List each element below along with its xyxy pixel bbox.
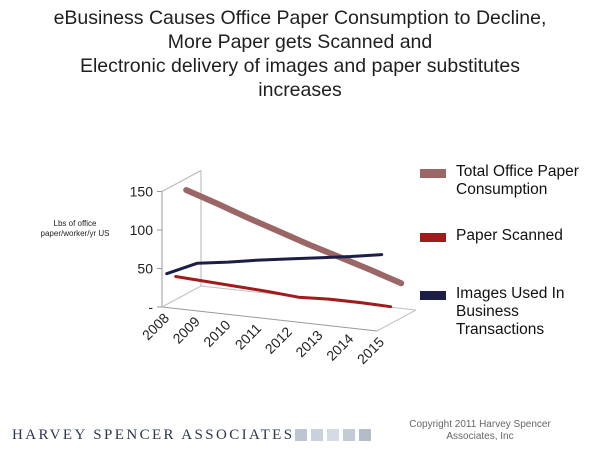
data-point	[277, 230, 279, 232]
title-line: Electronic delivery of images and paper …	[79, 55, 521, 77]
data-point	[236, 285, 238, 288]
legend-swatch	[420, 233, 446, 242]
title-line: increases	[258, 79, 342, 101]
legend-swatch	[420, 169, 446, 178]
y-tick-label: 100	[130, 222, 154, 238]
x-tick-label: 2010	[200, 317, 233, 350]
legend-label: Total Office Paper Consumption	[456, 163, 579, 198]
y-tick-label: 150	[130, 184, 154, 200]
brand-square	[343, 429, 355, 441]
brand-square	[311, 429, 323, 441]
x-tick-label: 2011	[232, 320, 265, 353]
data-point	[258, 259, 260, 261]
data-point	[308, 244, 310, 246]
legend-label: Images Used In Business Transactions	[456, 285, 565, 338]
data-point	[205, 280, 207, 283]
legend-item-images-used: Images Used In Business Transactions	[420, 285, 596, 339]
legend-swatch	[420, 291, 446, 300]
series-line-0	[183, 187, 405, 287]
data-point	[267, 290, 269, 293]
data-point	[166, 273, 168, 275]
chart-title: eBusiness Causes Office Paper Consumptio…	[0, 6, 600, 102]
brand-square	[295, 429, 307, 441]
x-tick-label: 2012	[262, 323, 295, 356]
data-point	[350, 255, 352, 258]
data-point	[247, 217, 249, 219]
brand-square	[359, 429, 371, 441]
data-point	[369, 269, 372, 271]
data-point	[216, 202, 218, 205]
title-line: eBusiness Causes Office Paper Consumptio…	[53, 7, 547, 29]
data-point	[400, 282, 402, 284]
legend-label: Paper Scanned	[456, 227, 563, 244]
brand-logo-text: HARVEY SPENCER ASSOCIATES	[12, 427, 295, 443]
data-point	[227, 261, 229, 263]
x-tick-label: 2008	[139, 310, 172, 343]
x-axis-line	[161, 306, 378, 332]
copyright-text: Copyright 2011 Harvey Spencer Associates…	[409, 419, 551, 442]
x-tick-label: 2014	[323, 330, 356, 363]
y-axis-label: Lbs of office paper/worker/yr US	[40, 219, 110, 238]
data-point	[175, 275, 177, 278]
series-group	[165, 187, 405, 309]
brand-square	[327, 429, 339, 441]
x-tick-label: 2015	[354, 334, 387, 367]
legend-item-paper-scanned: Paper Scanned	[420, 227, 596, 245]
y-tick-label: -	[148, 299, 153, 315]
data-point	[288, 258, 291, 260]
y-tick-label: 50	[137, 261, 153, 277]
tick-labels: - 50 100 150 2008200920102011201220132014201…	[130, 184, 388, 368]
brand-squares	[295, 429, 375, 441]
data-point	[319, 257, 321, 259]
data-point	[390, 306, 392, 308]
top-edge-line	[161, 170, 202, 192]
title-line: More Paper gets Scanned and	[167, 31, 433, 53]
left-floor-line	[161, 285, 202, 308]
data-point	[196, 262, 198, 264]
series-line-2	[165, 253, 384, 276]
data-point	[359, 301, 361, 304]
x-tick-label: 2009	[169, 313, 202, 346]
data-point	[297, 296, 300, 298]
x-tick-label: 2013	[292, 327, 325, 360]
data-point	[381, 254, 383, 256]
side-floor-line	[376, 309, 417, 332]
data-point	[185, 189, 187, 191]
data-point	[328, 298, 330, 300]
series-line-1	[174, 275, 393, 309]
legend-item-total-office-paper: Total Office Paper Consumption	[420, 163, 596, 199]
